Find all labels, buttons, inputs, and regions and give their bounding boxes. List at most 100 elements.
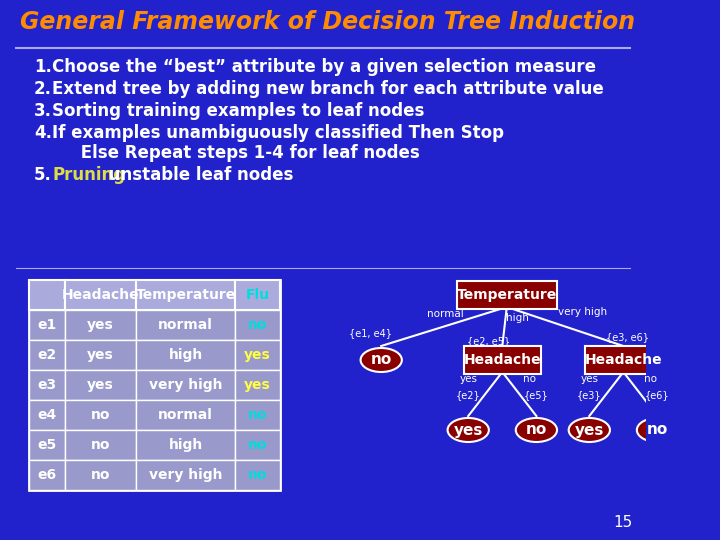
Text: {e2}: {e2} — [456, 390, 480, 400]
Text: yes: yes — [244, 378, 271, 392]
FancyBboxPatch shape — [136, 430, 235, 460]
Text: yes: yes — [87, 318, 114, 332]
FancyBboxPatch shape — [29, 460, 65, 490]
Text: yes: yes — [87, 348, 114, 362]
Text: yes: yes — [454, 422, 483, 437]
Text: 3.: 3. — [34, 102, 52, 120]
FancyBboxPatch shape — [29, 340, 65, 370]
Text: no: no — [526, 422, 547, 437]
FancyBboxPatch shape — [136, 280, 235, 310]
Text: unstable leaf nodes: unstable leaf nodes — [103, 166, 294, 184]
Text: Headache: Headache — [464, 353, 541, 367]
Ellipse shape — [569, 418, 610, 442]
Text: yes: yes — [87, 378, 114, 392]
FancyBboxPatch shape — [235, 340, 280, 370]
Text: Temperature: Temperature — [456, 288, 557, 302]
FancyBboxPatch shape — [235, 280, 280, 310]
Text: 5.: 5. — [34, 166, 52, 184]
Text: high: high — [506, 313, 529, 323]
Text: no: no — [248, 408, 267, 422]
FancyBboxPatch shape — [65, 400, 136, 430]
Text: no: no — [91, 408, 110, 422]
Text: e5: e5 — [37, 438, 56, 452]
Text: e3: e3 — [37, 378, 56, 392]
Text: no: no — [91, 468, 110, 482]
Text: Headache: Headache — [62, 288, 139, 302]
Text: {e1, e4}: {e1, e4} — [349, 328, 392, 338]
Text: yes: yes — [459, 374, 477, 384]
Text: 4.: 4. — [34, 124, 52, 142]
Text: no: no — [91, 438, 110, 452]
Text: 1.: 1. — [34, 58, 52, 76]
Text: Sorting training examples to leaf nodes: Sorting training examples to leaf nodes — [52, 102, 424, 120]
Text: no: no — [248, 438, 267, 452]
Text: e2: e2 — [37, 348, 56, 362]
Text: very high: very high — [149, 378, 222, 392]
FancyBboxPatch shape — [136, 460, 235, 490]
FancyBboxPatch shape — [585, 346, 662, 374]
Text: very high: very high — [559, 307, 608, 317]
Text: very high: very high — [149, 468, 222, 482]
Text: no: no — [248, 468, 267, 482]
Text: no: no — [523, 374, 536, 384]
Text: Extend tree by adding new branch for each attribute value: Extend tree by adding new branch for eac… — [52, 80, 604, 98]
FancyBboxPatch shape — [235, 460, 280, 490]
FancyBboxPatch shape — [65, 310, 136, 340]
FancyBboxPatch shape — [464, 346, 541, 374]
Text: normal: normal — [158, 408, 213, 422]
Text: e4: e4 — [37, 408, 56, 422]
Text: yes: yes — [244, 348, 271, 362]
Ellipse shape — [516, 418, 557, 442]
Text: {e3, e6}: {e3, e6} — [606, 332, 649, 342]
FancyBboxPatch shape — [65, 370, 136, 400]
Text: 15: 15 — [613, 515, 632, 530]
Text: no: no — [644, 374, 657, 384]
FancyBboxPatch shape — [235, 310, 280, 340]
FancyBboxPatch shape — [65, 280, 136, 310]
FancyBboxPatch shape — [136, 370, 235, 400]
Text: Else Repeat steps 1-4 for leaf nodes: Else Repeat steps 1-4 for leaf nodes — [52, 144, 420, 162]
FancyBboxPatch shape — [29, 400, 65, 430]
Ellipse shape — [361, 348, 402, 372]
Text: yes: yes — [575, 422, 604, 437]
FancyBboxPatch shape — [29, 370, 65, 400]
Text: e6: e6 — [37, 468, 56, 482]
FancyBboxPatch shape — [65, 430, 136, 460]
Text: Headache: Headache — [585, 353, 662, 367]
Text: {e2, e5}: {e2, e5} — [467, 336, 510, 346]
FancyBboxPatch shape — [29, 280, 65, 310]
FancyBboxPatch shape — [29, 310, 65, 340]
FancyBboxPatch shape — [65, 460, 136, 490]
Text: e1: e1 — [37, 318, 56, 332]
Ellipse shape — [637, 418, 678, 442]
Text: yes: yes — [580, 374, 598, 384]
Text: high: high — [168, 438, 203, 452]
Ellipse shape — [448, 418, 489, 442]
Text: Temperature: Temperature — [135, 288, 235, 302]
FancyBboxPatch shape — [235, 400, 280, 430]
Text: 2.: 2. — [34, 80, 52, 98]
Text: normal: normal — [158, 318, 213, 332]
FancyBboxPatch shape — [136, 310, 235, 340]
Text: no: no — [248, 318, 267, 332]
Text: General Framework of Decision Tree Induction: General Framework of Decision Tree Induc… — [19, 10, 635, 34]
Text: If examples unambiguously classified Then Stop: If examples unambiguously classified The… — [52, 124, 504, 142]
FancyBboxPatch shape — [29, 430, 65, 460]
Text: {e3}: {e3} — [577, 390, 602, 400]
Text: {e5}: {e5} — [524, 390, 549, 400]
FancyBboxPatch shape — [65, 340, 136, 370]
Text: high: high — [168, 348, 203, 362]
FancyBboxPatch shape — [29, 280, 280, 490]
Text: no: no — [647, 422, 668, 437]
FancyBboxPatch shape — [136, 340, 235, 370]
FancyBboxPatch shape — [136, 400, 235, 430]
Text: Pruning: Pruning — [52, 166, 125, 184]
Text: {e6}: {e6} — [645, 390, 670, 400]
FancyBboxPatch shape — [456, 281, 557, 309]
FancyBboxPatch shape — [235, 370, 280, 400]
FancyBboxPatch shape — [235, 430, 280, 460]
Text: Choose the “best” attribute by a given selection measure: Choose the “best” attribute by a given s… — [52, 58, 596, 76]
Text: normal: normal — [428, 309, 464, 319]
Text: no: no — [371, 353, 392, 368]
Text: Flu: Flu — [246, 288, 269, 302]
